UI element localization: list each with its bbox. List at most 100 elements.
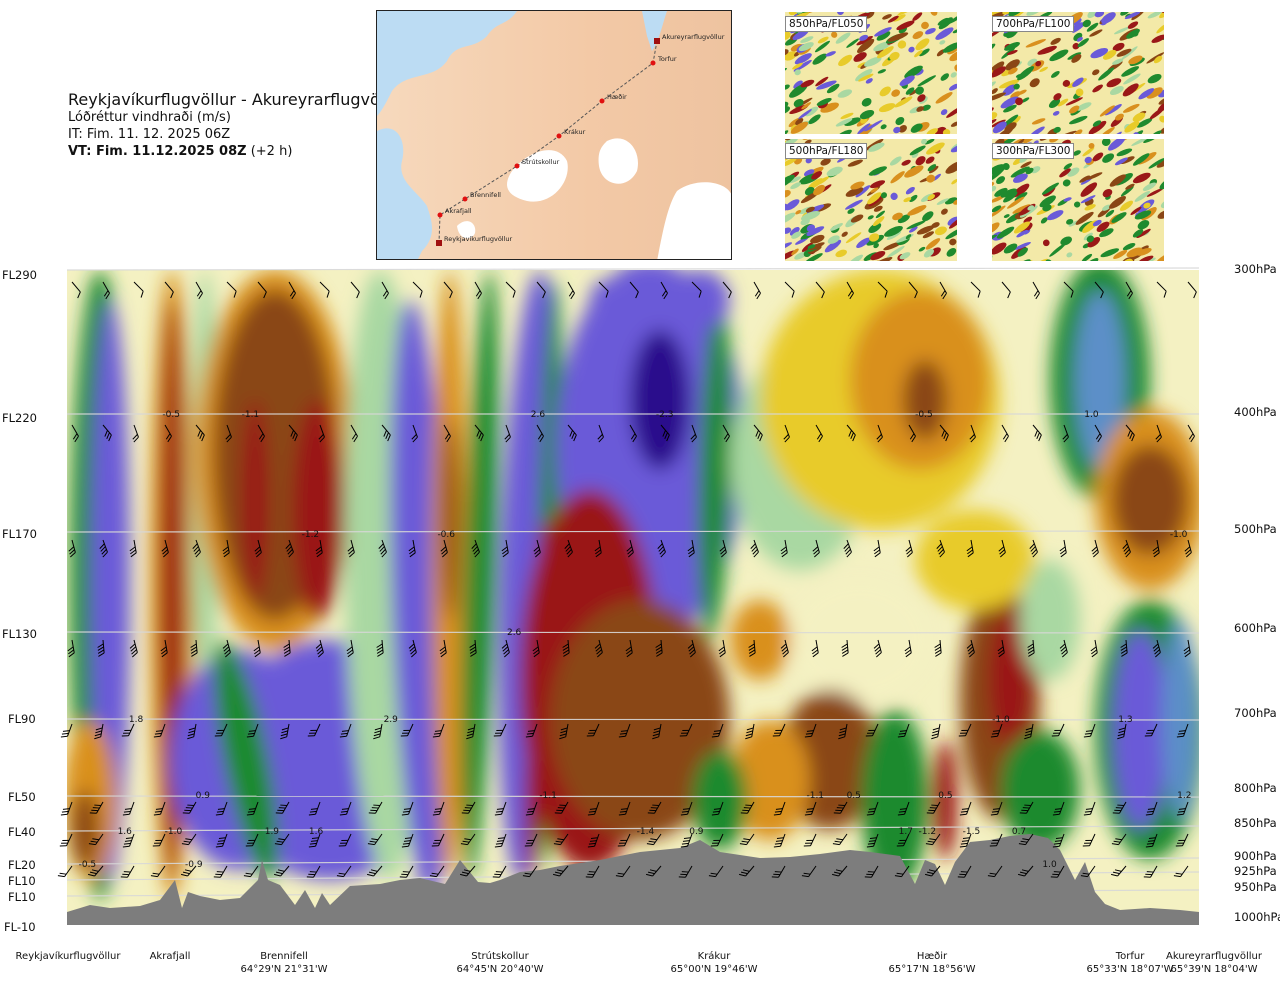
minimap-streak <box>1136 118 1153 128</box>
wind-barb <box>680 833 693 848</box>
minimap-streak <box>1146 188 1164 197</box>
minimap-streak <box>865 12 875 19</box>
minimap-streak <box>840 112 854 120</box>
minimap-streak <box>1126 28 1140 39</box>
minimap-streak <box>992 112 998 121</box>
minimap-streak <box>949 50 957 62</box>
minimap-streak <box>785 84 790 90</box>
minimap-streak <box>848 254 864 261</box>
wind-barb <box>408 539 416 558</box>
value-label: 1.2 <box>1177 791 1191 801</box>
wind-barb <box>745 723 755 740</box>
minimap-streak <box>785 31 791 40</box>
minimap-streak <box>992 12 1005 19</box>
wind-barb <box>925 865 941 877</box>
minimap-streak <box>1114 157 1128 166</box>
minimap-streak <box>992 205 1002 213</box>
value-label: -1.0 <box>165 827 183 837</box>
minimap-streak <box>1082 147 1095 157</box>
field-band <box>292 400 344 620</box>
fl-label-10b: FL10 <box>8 890 36 904</box>
minimap-streak <box>1127 21 1139 29</box>
minimap-streak <box>1094 12 1105 18</box>
waypoint-marker <box>514 163 520 169</box>
wind-barb <box>997 639 1005 658</box>
wind-barb <box>460 833 476 846</box>
wind-barb <box>306 865 321 878</box>
minimap-streak <box>1067 52 1082 60</box>
field-cell <box>915 510 1035 610</box>
minimap-streak <box>1006 50 1018 56</box>
wind-barb <box>99 539 108 558</box>
minimap-streak <box>1026 12 1044 16</box>
minimap-streak <box>1132 153 1150 166</box>
minimap-streak <box>1079 175 1091 183</box>
wind-barb <box>559 723 569 740</box>
minimap-streak <box>897 12 916 16</box>
wind-barb <box>1122 539 1131 558</box>
minimap-streak <box>785 242 792 252</box>
wind-barb <box>122 833 135 848</box>
minimap-streak <box>1075 88 1084 97</box>
minimap-streak <box>947 216 957 226</box>
minimap-streak <box>1157 209 1164 219</box>
station-brennifell: Brennifell 64°29'N 21°31'W <box>241 950 328 976</box>
minimap-streak <box>820 158 831 166</box>
hpa-label-850: 850hPa <box>1234 816 1277 830</box>
minimap-streak <box>873 205 883 212</box>
minimap-streak <box>1159 125 1164 134</box>
minimap-streak <box>1081 253 1093 261</box>
minimap-streak <box>1075 211 1094 225</box>
wind-barb <box>1082 833 1096 847</box>
minimap-streak <box>1146 52 1164 64</box>
minimap-streak <box>992 205 1006 218</box>
wind-barb <box>181 833 197 846</box>
minimap-850-label: 850hPa/FL050 <box>785 16 868 32</box>
wind-barb <box>378 539 387 558</box>
minimap-streak <box>925 156 935 164</box>
minimap-streak <box>859 109 875 120</box>
minimap-streak <box>1003 191 1018 203</box>
wind-barb <box>567 424 577 442</box>
minimap-streak <box>952 28 957 34</box>
minimap-streak <box>793 98 804 108</box>
value-label: 2.6 <box>531 410 546 420</box>
wind-barb <box>1080 865 1096 878</box>
wind-barb <box>315 639 324 658</box>
minimap-streak <box>864 56 882 67</box>
wind-barb <box>838 723 848 740</box>
wind-barb <box>1187 281 1197 299</box>
wind-barb <box>1083 801 1096 816</box>
minimap-streak <box>1122 103 1140 113</box>
station-coord: 65°39'N 18°04'W <box>1170 964 1258 975</box>
wind-barb <box>908 424 916 443</box>
wind-barb <box>1112 801 1127 814</box>
minimap-streak <box>785 49 789 56</box>
wind-barb <box>966 539 974 558</box>
minimap-streak <box>788 176 801 184</box>
minimap-streak <box>921 139 928 145</box>
minimap-streak <box>814 40 831 53</box>
minimap-streak <box>791 231 802 239</box>
wind-barb <box>1176 801 1189 816</box>
wind-barb <box>59 833 73 847</box>
station-name: Strútskollur <box>471 951 529 962</box>
minimap-streak <box>1102 204 1112 211</box>
wind-barb <box>815 281 825 299</box>
wind-barb <box>97 639 105 657</box>
minimap-streak <box>785 174 795 189</box>
field-cell <box>630 330 690 470</box>
wind-barb <box>936 539 945 558</box>
minimap-streak <box>804 253 823 261</box>
minimap-streak <box>1057 98 1069 107</box>
minimap-streak <box>1099 228 1114 238</box>
minimap-streak <box>1132 172 1151 184</box>
minimap-streak <box>1159 176 1164 190</box>
value-label: -0.6 <box>437 530 455 540</box>
minimap-streak <box>942 42 957 53</box>
minimap-streak <box>1102 49 1117 60</box>
minimap-streak <box>793 80 803 89</box>
minimap-streak <box>805 106 819 117</box>
value-label: -1.2 <box>919 827 937 837</box>
minimap-streak <box>1041 182 1060 195</box>
